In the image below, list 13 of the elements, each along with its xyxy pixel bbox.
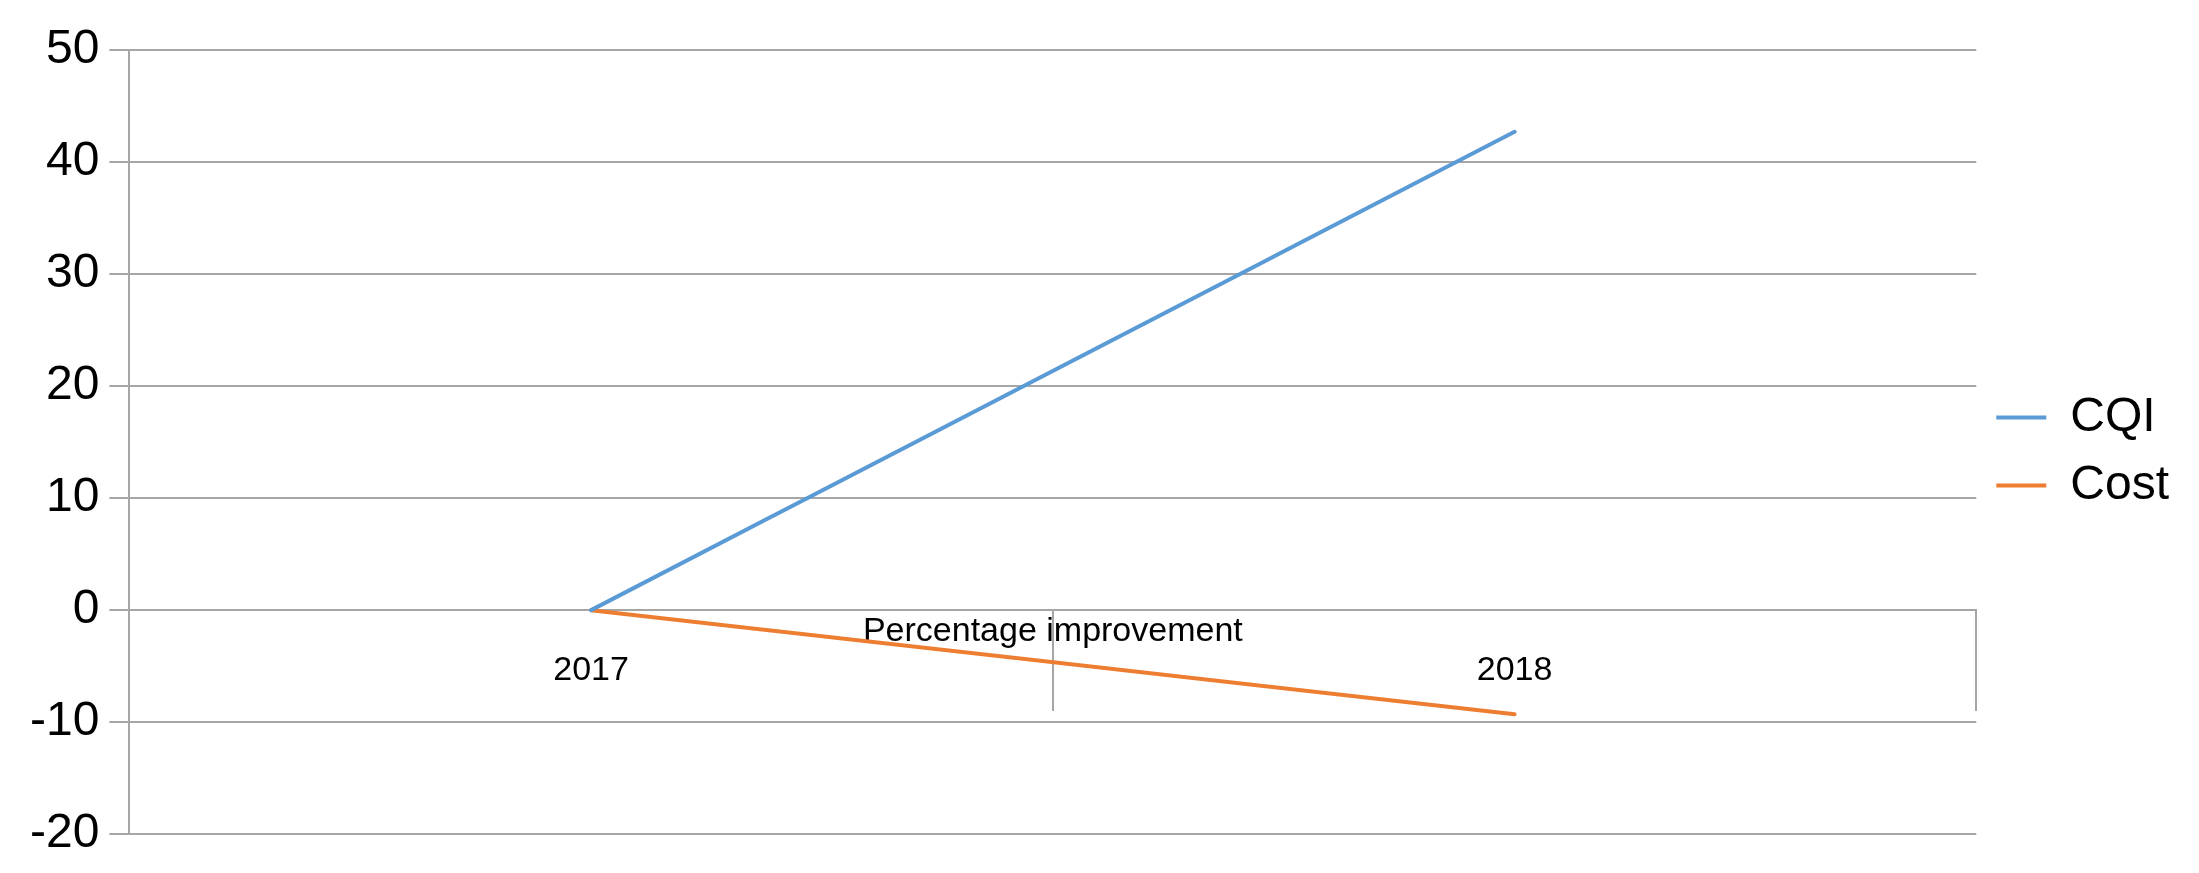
y-tick-label: -20 (30, 804, 100, 858)
y-tick-label: 0 (72, 580, 100, 634)
legend-label: Cost (2070, 455, 2170, 509)
x-tick-label: 2017 (553, 648, 629, 687)
y-tick-label: 10 (45, 468, 100, 522)
y-tick-label: 30 (45, 244, 100, 298)
y-tick-label: 20 (45, 356, 100, 410)
legend-label: CQI (2070, 387, 2156, 441)
x-tick-label: 2018 (1476, 648, 1553, 687)
y-tick-label: 50 (45, 20, 100, 74)
x-axis-title: Percentage improvement (862, 609, 1244, 648)
y-tick-label: -10 (30, 692, 100, 746)
y-tick-label: 40 (45, 132, 100, 186)
